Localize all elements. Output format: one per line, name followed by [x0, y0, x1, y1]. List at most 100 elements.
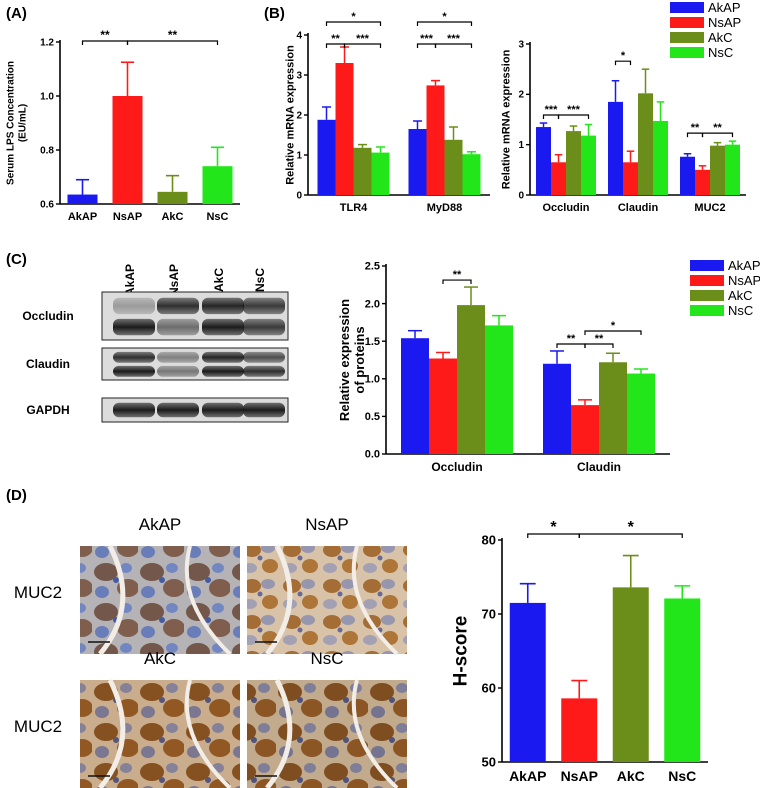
- ihc-lumen: [265, 544, 293, 656]
- panel-c: (C) 0.0 0.5 1.0 1.5 2.0 2.5 Relative expression…: [6, 251, 760, 474]
- legend-swatch-AkAP: [690, 260, 724, 271]
- blot-band: [202, 402, 244, 418]
- image-title: NsAP: [305, 515, 348, 534]
- panel-b: (B) 0 1 2 3 4 Relative mRNA expression TLR4 MyD8…: [264, 0, 746, 214]
- ihc-lumen: [98, 544, 126, 656]
- bar-AkAP: [401, 338, 429, 454]
- legend-label: NsC: [708, 45, 733, 60]
- x-category-label: Occludin: [542, 202, 589, 214]
- panel-a: (A) 0.6 0.8 1.0 1.2 Serum LPS Concentration (E…: [5, 5, 240, 223]
- blot-band: [113, 351, 155, 363]
- y-tick-label: 0: [296, 190, 302, 201]
- chart-C: 0.0 0.5 1.0 1.5 2.0 2.5 Relative expression of …: [337, 258, 760, 474]
- blot-band: [243, 318, 285, 336]
- y-axis-label-line: (EU/mL): [17, 104, 28, 142]
- image-title: AkAP: [139, 515, 182, 534]
- significance-label: *: [351, 11, 356, 23]
- y-tick-label: 1.5: [365, 336, 380, 348]
- y-axis-label-line: Relative mRNA expression: [501, 49, 513, 189]
- significance-label: **: [713, 122, 722, 134]
- panel-d: (D) 50 60 70 80 H-score AkAP NsAP AkC NsC * * AkAP Ns…: [6, 487, 708, 788]
- image-title: NsC: [310, 649, 343, 668]
- y-tick-label: 2: [518, 90, 524, 101]
- x-category-label: NsC: [206, 211, 228, 223]
- significance-bracket: [578, 533, 683, 538]
- y-tick-label: 0.8: [40, 145, 54, 156]
- bar-NsC: [653, 121, 668, 195]
- bar-NsC: [725, 144, 740, 195]
- bar-AkC: [353, 147, 372, 195]
- significance-label: **: [453, 269, 462, 281]
- y-tick-label: 0.5: [365, 411, 380, 423]
- bar-AkAP: [509, 602, 546, 762]
- y-axis-label-line: Serum LPS Concentration: [5, 61, 16, 185]
- significance-bracket: [434, 43, 473, 48]
- chart-B2: 0 1 2 3 Relative mRNA expression Occludin Clau…: [501, 0, 746, 214]
- y-tick-label: 2: [296, 110, 302, 121]
- y-tick-label: 3: [296, 70, 302, 81]
- x-category-label: NsC: [668, 768, 696, 784]
- legend-label: NsAP: [708, 15, 741, 30]
- significance-label: *: [621, 50, 626, 62]
- blot-lane-label: NsAP: [167, 264, 181, 296]
- row-label: MUC2: [14, 583, 62, 602]
- y-axis-label: Relative mRNA expression: [501, 49, 513, 189]
- bar-NsC: [581, 135, 596, 195]
- x-category-label: Claudin: [618, 202, 659, 214]
- significance-label: **: [595, 333, 604, 345]
- y-axis-label: Serum LPS Concentration (EU/mL): [5, 61, 28, 185]
- significance-label: **: [168, 28, 178, 42]
- y-axis-label: Relative expression of proteins: [337, 299, 367, 421]
- bar-AkAP: [536, 127, 551, 195]
- bar-AkAP: [317, 119, 336, 195]
- significance-bracket: [126, 40, 219, 45]
- bar-AkC: [638, 93, 653, 195]
- y-tick-label: 2.0: [365, 298, 380, 310]
- ihc-lumen: [351, 679, 399, 788]
- legend-swatch-NsC: [690, 305, 724, 316]
- legend-swatch-AkC: [690, 290, 724, 301]
- significance-bracket: [557, 114, 590, 120]
- y-tick-label: 0: [518, 190, 524, 201]
- blot-band: [243, 402, 285, 418]
- bar-AkC: [710, 145, 725, 195]
- bar-NsC: [202, 166, 233, 204]
- y-tick-label: 2.5: [365, 261, 380, 273]
- bar-AkAP: [608, 101, 623, 195]
- blot-band: [113, 365, 155, 377]
- chart-D: 50 60 70 80 H-score AkAP NsAP AkC NsC * *: [450, 519, 708, 784]
- bar-AkAP: [680, 156, 695, 195]
- panel-label: (C): [6, 251, 27, 268]
- y-tick-label: 4: [296, 30, 302, 41]
- chart-A: 0.6 0.8 1.0 1.2 Serum LPS Concentration (EU/m…: [5, 28, 240, 223]
- bar-NsAP: [551, 162, 566, 195]
- significance-bracket: [343, 43, 382, 48]
- significance-bracket: [701, 132, 734, 138]
- x-category-label: NsAP: [113, 211, 142, 223]
- legend-label: AkC: [728, 288, 753, 303]
- significance-label: *: [442, 11, 447, 23]
- x-category-label: MyD88: [427, 202, 462, 214]
- bar-NsAP: [571, 405, 599, 454]
- blot-band: [113, 318, 155, 336]
- ihc-lumen: [184, 545, 232, 656]
- significance-label: ***: [420, 33, 434, 45]
- blot-lane-label: AkC: [212, 268, 226, 292]
- x-category-label: TLR4: [340, 202, 368, 214]
- y-tick-label: 70: [482, 606, 496, 621]
- panel-label: (A): [6, 5, 27, 22]
- legend-label: AkAP: [728, 258, 760, 273]
- blot-lane-label: NsC: [253, 268, 267, 292]
- bar-NsAP: [695, 169, 710, 195]
- legend-swatch-NsAP: [670, 17, 704, 28]
- significance-label: **: [331, 33, 340, 45]
- panel-label: (D): [6, 487, 27, 504]
- significance-bracket: [442, 279, 472, 285]
- bar-AkC: [157, 191, 188, 204]
- blot-lane-label: AkAP: [123, 264, 137, 296]
- significance-label: *: [628, 519, 635, 536]
- bar-NsAP: [561, 698, 598, 762]
- significance-label: *: [611, 320, 616, 332]
- legend-swatch-AkAP: [670, 2, 704, 13]
